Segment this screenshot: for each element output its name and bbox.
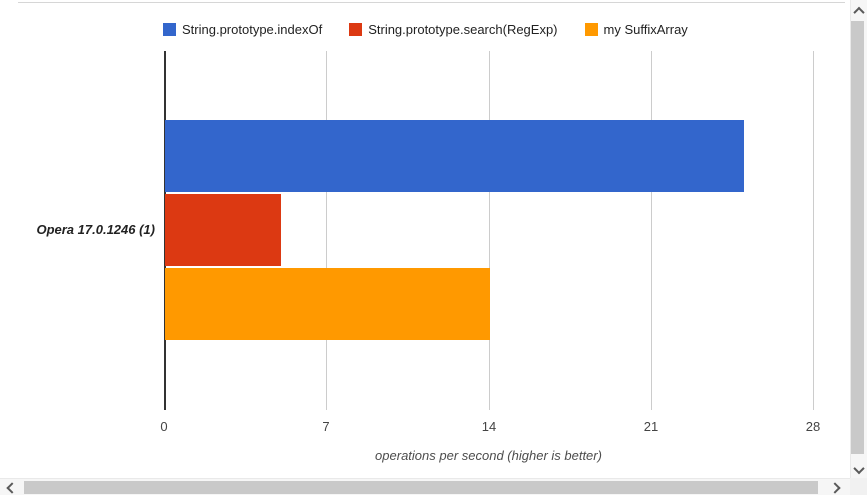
legend-swatch-suffixarray [584, 23, 598, 36]
legend-label: String.prototype.indexOf [182, 22, 323, 37]
scroll-left-button[interactable] [3, 479, 20, 495]
legend-label: my SuffixArray [603, 22, 688, 37]
vertical-scrollbar-thumb[interactable] [851, 21, 864, 454]
gridline [489, 51, 490, 410]
vertical-scrollbar[interactable] [850, 0, 867, 478]
scroll-down-button[interactable] [850, 461, 867, 478]
legend-label: String.prototype.search(RegExp) [368, 22, 558, 37]
legend-swatch-search-regexp [349, 23, 363, 36]
x-axis-title: operations per second (higher is better) [375, 448, 602, 463]
bar-series-3[interactable] [165, 268, 490, 340]
x-tick-label: 28 [805, 419, 821, 434]
chevron-left-icon [5, 481, 18, 494]
scroll-up-button[interactable] [850, 2, 867, 19]
chart-legend: String.prototype.indexOf String.prototyp… [163, 22, 688, 37]
x-tick-label: 14 [481, 419, 497, 434]
chevron-right-icon [828, 481, 841, 494]
bar-series-2[interactable] [165, 194, 281, 266]
horizontal-scrollbar[interactable] [0, 478, 850, 495]
x-tick-label: 21 [643, 419, 659, 434]
chevron-down-icon [852, 462, 865, 474]
legend-item-search-regexp: String.prototype.search(RegExp) [349, 22, 558, 37]
gridline [326, 51, 327, 410]
bar-series-1[interactable] [165, 120, 744, 192]
scroll-right-button[interactable] [826, 479, 843, 495]
horizontal-scrollbar-thumb[interactable] [24, 481, 818, 494]
scrollbar-corner [850, 478, 867, 495]
y-category-label: Opera 17.0.1246 (1) [36, 222, 155, 237]
x-tick-label: 7 [322, 419, 330, 434]
gridline [651, 51, 652, 410]
legend-swatch-indexof [163, 23, 176, 36]
top-divider [18, 2, 845, 3]
legend-item-suffixarray: my SuffixArray [584, 22, 688, 37]
gridline [813, 51, 814, 410]
x-tick-label: 0 [160, 419, 168, 434]
chevron-up-icon [852, 6, 865, 18]
legend-item-indexof: String.prototype.indexOf [163, 22, 322, 37]
